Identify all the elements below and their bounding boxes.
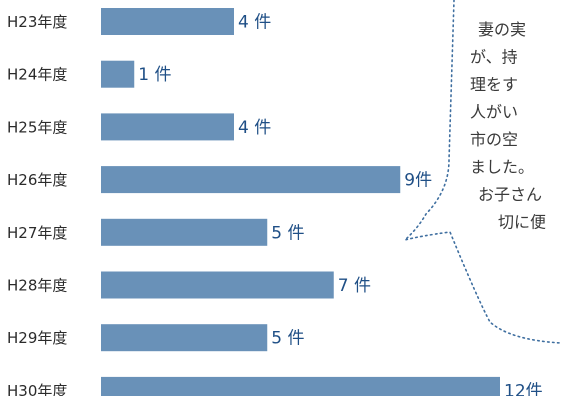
bar: [101, 218, 268, 246]
category-label: H27年度: [7, 224, 67, 242]
callout-line: お子さん: [478, 185, 542, 204]
value-label: 12件: [504, 381, 543, 396]
bar: [101, 324, 268, 352]
bar: [101, 113, 234, 141]
callout-line: 人がい: [470, 103, 518, 122]
bar: [101, 271, 334, 299]
category-label: H23年度: [7, 13, 67, 31]
callout-line: 理をす: [470, 75, 518, 94]
category-label: H30年度: [7, 382, 67, 396]
category-label: H26年度: [7, 171, 67, 189]
category-label: H25年度: [7, 118, 67, 136]
value-label: 4 件: [238, 13, 271, 33]
category-label: H28年度: [7, 277, 67, 295]
callout-line: ました。: [470, 158, 534, 177]
category-label: H24年度: [7, 66, 67, 84]
category-label: H29年度: [7, 329, 67, 347]
bars-group: H23年度 4 件 H24年度 1 件 H25年度 4 件 H26年度 9件 H27年度 5 件 H…: [7, 8, 543, 396]
callout-line: が、持: [470, 48, 518, 67]
bar: [101, 166, 401, 194]
callout-border: [404, 0, 561, 344]
value-label: 5 件: [271, 223, 304, 243]
value-label: 4 件: [238, 118, 271, 138]
callout-line: 市の空: [470, 130, 518, 149]
value-label: 5 件: [271, 329, 304, 349]
value-label: 1 件: [138, 65, 171, 85]
callout-line: 妻の実: [478, 20, 526, 39]
value-label: 7 件: [338, 276, 371, 296]
callout-line: 切に便: [498, 213, 546, 232]
bar: [101, 60, 135, 88]
bar: [101, 8, 234, 35]
value-label: 9件: [404, 171, 432, 191]
bar: [101, 376, 500, 396]
